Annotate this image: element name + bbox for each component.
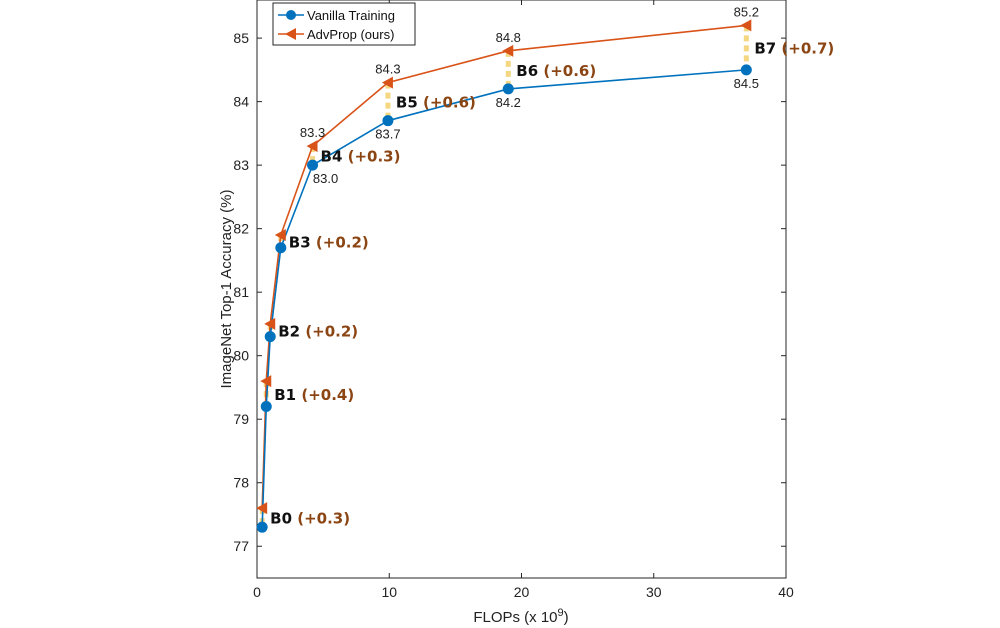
vanilla-point <box>307 159 319 171</box>
x-tick-label: 0 <box>253 584 261 600</box>
model-label-b5: B5 (+0.6) <box>396 94 476 112</box>
legend: Vanilla Training AdvProp (ours) <box>272 2 416 46</box>
y-tick-label: 81 <box>233 284 249 300</box>
advprop-point <box>264 317 276 330</box>
model-label-b0: B0 (+0.3) <box>270 510 350 528</box>
x-axis-label: FLOPs (x 109) <box>473 607 568 626</box>
y-tick-label: 83 <box>233 157 249 173</box>
advprop-point <box>274 229 286 242</box>
legend-advprop-label: AdvProp (ours) <box>307 27 394 42</box>
y-tick-label: 84 <box>233 94 249 110</box>
model-label-b2: B2 (+0.2) <box>278 322 358 340</box>
vanilla-point <box>275 242 287 254</box>
plot-area <box>256 0 787 579</box>
y-tick-label: 80 <box>233 348 249 364</box>
advprop-point <box>306 140 318 153</box>
svg-text:FLOPs (x 109): FLOPs (x 109) <box>473 607 568 626</box>
data-labels: 83.0 83.7 84.2 84.5 83.3 84.3 84.8 85.2 B0 (+0.3… <box>270 4 834 527</box>
x-tick-label: 30 <box>646 584 662 600</box>
vanilla-point <box>256 521 268 533</box>
legend-vanilla-marker-icon <box>286 10 296 20</box>
vanilla-point <box>264 331 276 343</box>
x-tick-label: 20 <box>514 584 530 600</box>
y-tick-label: 77 <box>233 538 249 554</box>
value-label: 84.2 <box>496 95 521 110</box>
advprop-line <box>261 24 747 509</box>
legend-advprop-marker-icon <box>285 28 296 40</box>
axis-ticks: 0 10 20 30 40 77 78 79 80 81 82 83 84 85 <box>233 0 794 600</box>
advprop-point <box>740 19 752 32</box>
value-label: 85.2 <box>734 4 759 19</box>
y-axis-label: ImageNet Top-1 Accuracy (%) <box>218 190 235 389</box>
vanilla-line <box>261 69 747 528</box>
y-tick-label: 78 <box>233 475 249 491</box>
value-label: 83.7 <box>375 127 400 142</box>
model-label-b7: B7 (+0.7) <box>754 40 834 58</box>
value-label: 83.0 <box>313 171 338 186</box>
series-markers <box>256 19 752 533</box>
value-label: 83.3 <box>300 125 325 140</box>
model-label-b3: B3 (+0.2) <box>289 233 369 251</box>
x-tick-label: 40 <box>778 584 794 600</box>
vanilla-point <box>382 115 394 127</box>
series-lines <box>261 24 747 528</box>
x-tick-label: 10 <box>381 584 397 600</box>
model-label-b1: B1 (+0.4) <box>274 386 354 404</box>
advprop-point <box>256 502 268 515</box>
y-tick-label: 79 <box>233 411 249 427</box>
y-tick-label: 82 <box>233 221 249 237</box>
y-tick-label: 85 <box>233 30 249 46</box>
vanilla-point <box>502 83 514 95</box>
legend-vanilla-label: Vanilla Training <box>307 8 395 23</box>
vanilla-point <box>260 401 272 413</box>
value-label: 84.5 <box>734 76 759 91</box>
value-label: 84.3 <box>375 62 400 77</box>
model-label-b4: B4 (+0.3) <box>321 148 401 166</box>
advprop-point <box>260 375 272 388</box>
model-label-b6: B6 (+0.6) <box>516 62 596 80</box>
vanilla-point <box>740 64 752 76</box>
advprop-point <box>381 76 393 89</box>
advprop-point <box>502 44 514 57</box>
value-label: 84.8 <box>496 30 521 45</box>
legend-box <box>272 2 416 46</box>
